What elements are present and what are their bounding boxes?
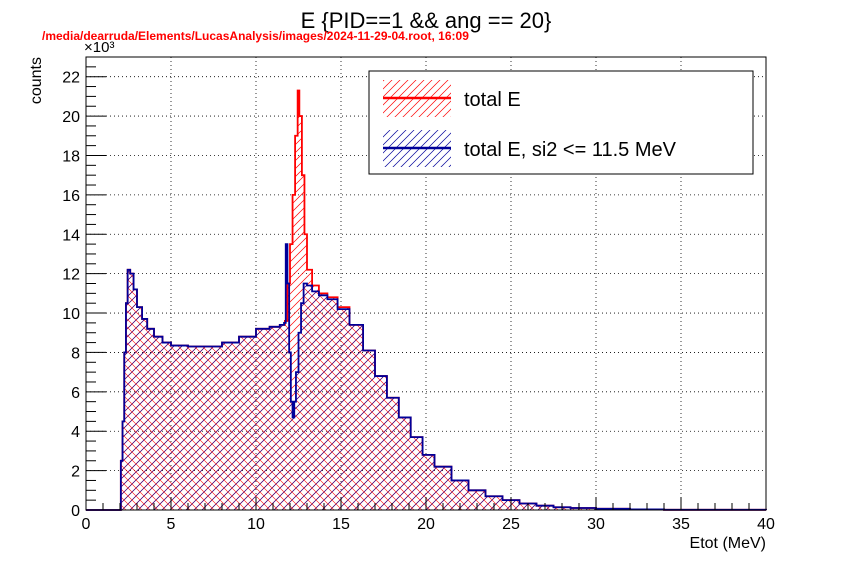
y-tick-label: 12 xyxy=(62,267,80,284)
axes xyxy=(85,56,767,511)
legend-label-total-e: total E xyxy=(464,89,521,111)
y-tick-label: 4 xyxy=(71,424,80,441)
y-multiplier-label: ×10³ xyxy=(84,39,114,56)
x-tick-label: 25 xyxy=(502,516,520,533)
y-tick-label: 0 xyxy=(71,503,80,520)
x-tick-label: 40 xyxy=(757,516,775,533)
x-tick-label: 35 xyxy=(672,516,690,533)
x-axis-label: Etot (MeV) xyxy=(690,535,766,552)
y-axis-label: counts xyxy=(28,57,45,104)
x-tick-label: 5 xyxy=(167,516,176,533)
legend: total E total E, si2 <= 11.5 MeV xyxy=(368,70,754,175)
x-tick-label: 0 xyxy=(82,516,91,533)
x-tick-label: 30 xyxy=(587,516,605,533)
legend-label-total-e-si2: total E, si2 <= 11.5 MeV xyxy=(464,139,677,161)
file-path-label: /media/dearruda/Elements/LucasAnalysis/i… xyxy=(42,29,469,43)
histogram-fills xyxy=(86,90,766,510)
x-tick-label: 10 xyxy=(247,516,265,533)
tick-labels: 0 5 10 15 20 25 30 35 40 0 2 4 6 8 10 12 14 16 18 20 22 xyxy=(62,70,775,533)
series-line-total-e-si2 xyxy=(86,243,767,511)
y-tick-label: 20 xyxy=(62,109,80,126)
y-tick-label: 6 xyxy=(71,385,80,402)
y-tick-label: 10 xyxy=(62,306,80,323)
x-tick-label: 20 xyxy=(417,516,435,533)
y-tick-label: 2 xyxy=(71,464,80,481)
y-tick-label: 22 xyxy=(62,70,80,87)
y-tick-label: 8 xyxy=(71,345,80,362)
series-fill-total-e-si2 xyxy=(86,244,766,510)
x-tick-label: 15 xyxy=(332,516,350,533)
y-tick-label: 18 xyxy=(62,148,80,165)
y-tick-label: 16 xyxy=(62,188,80,205)
y-tick-label: 14 xyxy=(62,227,80,244)
chart-title: E {PID==1 && ang == 20} xyxy=(301,8,552,33)
histogram-lines xyxy=(86,89,767,511)
